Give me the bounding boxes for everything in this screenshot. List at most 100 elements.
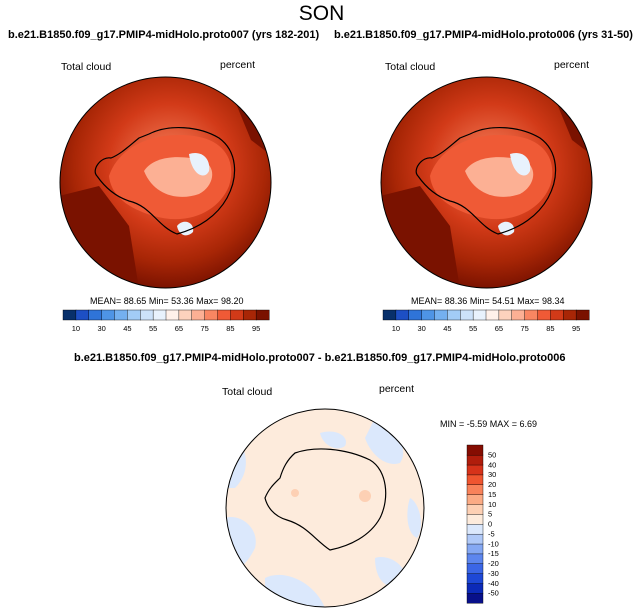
panel1-colorbar-box	[75, 309, 90, 321]
panel1-antarctica-coastline	[94, 127, 236, 235]
panel1-colorbar-box	[243, 309, 257, 321]
panel1-colorbar-box	[217, 309, 231, 321]
panel2-variable-label: Total cloud	[385, 61, 436, 73]
panel2-stats: MEAN= 88.36 Min= 54.51 Max= 98.34	[411, 296, 564, 306]
diff-colorbar-box	[466, 592, 484, 604]
panel1-units-label: percent	[220, 59, 256, 71]
panel2-mean-value: 88.36	[444, 296, 468, 306]
panel2-colorbar-box	[460, 309, 474, 321]
panel1-colorbar-box	[204, 309, 219, 321]
diff-colorbar-tick-label: -20	[488, 559, 499, 568]
panel1-colorbar-tick-label: 10	[72, 324, 80, 333]
panel1-colorbar-box	[191, 309, 206, 321]
panel2-mean-label: MEAN=	[411, 296, 443, 306]
diff-colorbar-tick-label: 40	[488, 460, 496, 469]
panel2-colorbar-tick-label: 95	[572, 324, 580, 333]
panel1-colorbar-box	[88, 309, 103, 321]
diff-map-border	[225, 408, 425, 608]
diff-variable-label: Total cloud	[222, 386, 273, 398]
diff-colorbar-tick-label: 0	[488, 520, 492, 529]
panel1-variable-label: Total cloud	[61, 61, 112, 73]
diff-negative-patch	[320, 431, 346, 449]
diff-colorbar-box	[466, 504, 484, 515]
panel2-colorbar-tick-label: 85	[546, 324, 554, 333]
panel1-colorbar-box	[101, 309, 116, 321]
panel2-colorbar-tick-label: 75	[520, 324, 528, 333]
panel1-max-value: 98.20	[220, 296, 244, 306]
panel1-colorbar-tick-label: 65	[175, 324, 183, 333]
panel1-mean-label: MEAN=	[90, 296, 122, 306]
diff-colorbar-box	[466, 484, 484, 495]
diff-colorbar-tick-label: -50	[488, 589, 499, 598]
panel1-colorbar-tick-label: 45	[123, 324, 131, 333]
panel2-colorbar: 10 30 45 55 65 75 85 95	[382, 309, 590, 333]
panel1-colorbar-tick-label: 95	[252, 324, 260, 333]
panel2-colorbar-box	[408, 309, 423, 321]
panel1-colorbar-box	[140, 309, 154, 321]
panel2-polar-map	[380, 76, 593, 289]
panel1-colorbar: 10 30 45 55 65 75 85 95	[62, 309, 270, 333]
diff-colorbar-box	[466, 494, 484, 505]
panel2-colorbar-box	[550, 309, 564, 321]
diff-positive-patch	[359, 490, 371, 502]
panel1-colorbar-tick-label: 75	[200, 324, 208, 333]
panel1-low-cloud-patch	[189, 152, 210, 176]
panel1-mean-value: 88.65	[123, 296, 147, 306]
diff-colorbar-box	[466, 523, 484, 535]
panel2-colorbar-box	[395, 309, 410, 321]
diff-colorbar-box	[466, 543, 484, 555]
panel1-colorbar-box	[230, 309, 244, 321]
panel2-units-label: percent	[554, 59, 590, 71]
panel2-max-label: Max=	[517, 296, 540, 306]
panel1-colorbar-box	[178, 309, 193, 321]
panel2-colorbar-box	[434, 309, 448, 321]
panel1-colorbar-box	[114, 309, 128, 321]
diff-negative-patch	[407, 498, 421, 538]
panel1-min-label: Min=	[148, 296, 169, 306]
panel1-colorbar-box	[62, 309, 77, 321]
panel2-colorbar-box	[524, 309, 539, 321]
diff-colorbar-tick-label: 50	[488, 450, 496, 459]
panel2-low-cloud-patch	[510, 152, 531, 176]
panel2-colorbar-box	[537, 309, 551, 321]
diff-colorbar-box	[466, 454, 484, 466]
diff-positive-patch	[291, 489, 299, 497]
panel2-min-label: Min=	[469, 296, 490, 306]
panel1-colorbar-tick-label: 30	[97, 324, 105, 333]
panel1-stats: MEAN= 88.65 Min= 53.36 Max= 98.20	[90, 296, 243, 306]
panel2-max-value: 98.34	[541, 296, 565, 306]
panel1-colorbar-tick-label: 85	[226, 324, 234, 333]
diff-colorbar-tick-label: -5	[488, 529, 495, 538]
panel2-low-cloud-patch-2	[498, 221, 515, 236]
panel1-map-border	[59, 76, 272, 289]
diff-antarctica-coastline	[264, 448, 387, 551]
panel1-min-value: 53.36	[171, 296, 194, 306]
diff-polar-map	[225, 408, 425, 608]
diff-colorbar-tick-label: 30	[488, 470, 496, 479]
diff-colorbar-box	[466, 444, 484, 456]
panel1-colorbar-tick-label: 55	[149, 324, 157, 333]
diff-colorbar-tick-label: -30	[488, 569, 499, 578]
diff-colorbar-tick-label: 20	[488, 480, 496, 489]
panel2-map-border	[380, 76, 593, 289]
panel2-colorbar-tick-label: 45	[443, 324, 451, 333]
panel1-colorbar-box	[127, 309, 141, 321]
diff-negative-patch	[365, 418, 404, 464]
diff-stats: MIN = -5.59 MAX = 6.69	[440, 419, 538, 429]
diff-title: b.e21.B1850.f09_g17.PMIP4-midHolo.proto0…	[74, 352, 566, 364]
panel2-colorbar-tick-label: 30	[417, 324, 425, 333]
panel1-title: b.e21.B1850.f09_g17.PMIP4-midHolo.proto0…	[8, 29, 320, 41]
panel1-colorbar-box	[255, 309, 270, 321]
diff-colorbar-box	[466, 474, 484, 486]
diff-colorbar-box	[466, 573, 484, 584]
diff-colorbar-tick-label: 5	[488, 510, 492, 519]
panel2-antarctica-coastline	[415, 127, 557, 235]
panel2-colorbar-box	[511, 309, 526, 321]
diff-colorbar-tick-label: -40	[488, 579, 499, 588]
panel2-colorbar-tick-label: 55	[469, 324, 477, 333]
panel2-colorbar-box	[421, 309, 436, 321]
panel1-max-label: Max=	[196, 296, 219, 306]
diff-colorbar-box	[466, 533, 484, 545]
panel2-colorbar-tick-label: 10	[392, 324, 400, 333]
diff-colorbar-box	[466, 583, 484, 594]
